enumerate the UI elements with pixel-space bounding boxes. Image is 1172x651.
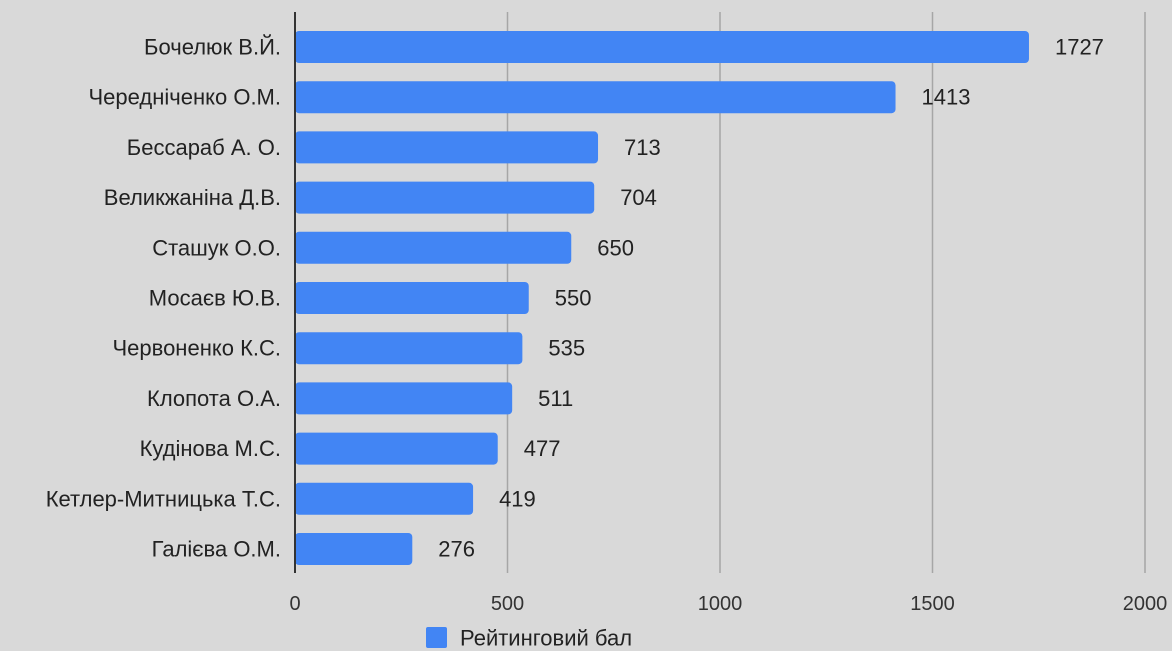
x-tick-label: 0 (289, 593, 300, 615)
x-tick-label: 500 (491, 593, 524, 615)
x-tick-label: 2000 (1123, 593, 1168, 615)
data-label: 276 (438, 537, 475, 562)
data-label: 704 (620, 185, 657, 210)
data-label: 1413 (922, 85, 971, 110)
legend-swatch (426, 627, 447, 648)
category-label: Червоненко К.С. (113, 336, 282, 361)
legend-label: Рейтинговий бал (460, 626, 632, 651)
category-label: Клопота О.А. (147, 386, 281, 411)
category-label: Галієва О.М. (152, 537, 281, 562)
category-label: Великжаніна Д.В. (104, 185, 281, 210)
category-label: Бочелюк В.Й. (144, 35, 281, 60)
data-label: 650 (597, 235, 634, 260)
legend: Рейтинговий бал (426, 626, 632, 651)
category-label: Бессараб А. О. (127, 135, 281, 160)
bar (295, 533, 413, 565)
data-label: 550 (555, 286, 592, 311)
data-label: 511 (538, 386, 573, 411)
data-label: 419 (499, 486, 536, 511)
category-label: Кудінова М.С. (140, 436, 281, 461)
category-label: Сташук О.О. (152, 235, 281, 260)
bar (295, 482, 474, 515)
data-label: 535 (548, 336, 585, 361)
bars-layer (295, 31, 1029, 565)
bar (295, 382, 513, 415)
category-label: Мосаєв Ю.В. (149, 286, 281, 311)
labels-layer: Бочелюк В.Й. 1727 Чередніченко О.М. 1413 Бес… (46, 35, 1104, 562)
bar (295, 181, 595, 214)
category-label: Чередніченко О.М. (89, 85, 282, 110)
bar (295, 81, 896, 114)
bar (295, 282, 529, 314)
x-tick-label: 1500 (910, 593, 955, 615)
x-axis-ticks: 0 500 1000 1500 2000 (289, 593, 1167, 615)
bar (295, 131, 599, 164)
data-label: 1727 (1055, 35, 1104, 60)
bar (295, 31, 1029, 63)
x-tick-label: 1000 (698, 593, 743, 615)
bar (295, 432, 498, 465)
data-label: 713 (624, 135, 661, 160)
category-label: Кетлер-Митницька Т.С. (46, 486, 281, 511)
data-label: 477 (524, 436, 561, 461)
bar (295, 332, 523, 365)
bar (295, 231, 572, 264)
